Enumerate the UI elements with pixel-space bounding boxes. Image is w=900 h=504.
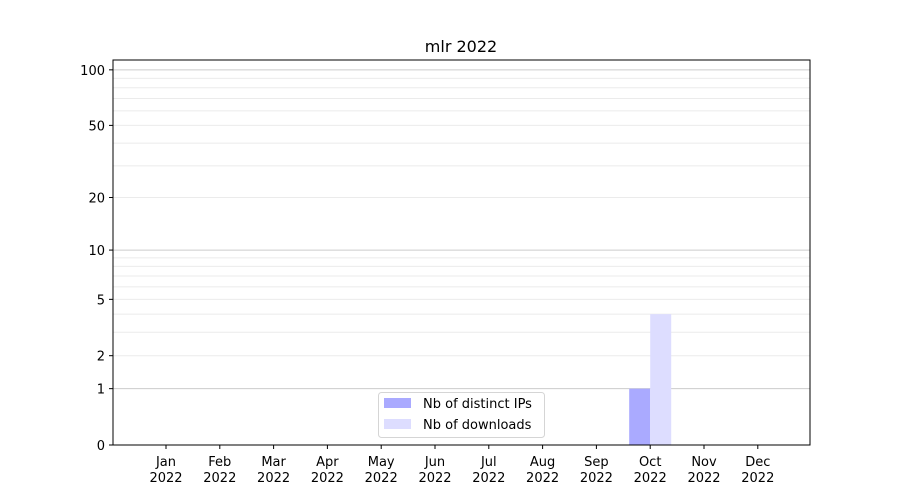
y-tick-label: 1 xyxy=(97,383,105,398)
x-tick-label: Apr 2022 xyxy=(311,455,344,486)
y-tick-label: 10 xyxy=(88,244,105,259)
legend-swatch xyxy=(384,419,411,429)
x-tick-label: Oct 2022 xyxy=(634,455,667,486)
x-tick-label: Jun 2022 xyxy=(418,455,451,486)
y-tick-label: 2 xyxy=(97,350,105,365)
bar-distinct-ips xyxy=(629,388,651,445)
y-tick-label: 50 xyxy=(88,119,105,134)
bar-downloads xyxy=(650,314,672,445)
x-tick-label: Nov 2022 xyxy=(687,455,720,486)
bars xyxy=(629,314,672,445)
x-tick-label: Feb 2022 xyxy=(203,455,236,486)
y-tick-label: 100 xyxy=(80,64,105,79)
x-tick-label: Jan 2022 xyxy=(149,455,182,486)
y-axis: 0 1 2 5 10 20 50 100 xyxy=(80,64,113,454)
chart-title: mlr 2022 xyxy=(425,37,497,56)
x-tick-label: Mar 2022 xyxy=(257,455,290,486)
grid xyxy=(113,69,810,390)
x-tick-label: May 2022 xyxy=(365,455,398,486)
legend-swatch xyxy=(384,398,411,408)
x-tick-label: Jul 2022 xyxy=(472,455,505,486)
x-tick-label: Sep 2022 xyxy=(580,455,613,486)
x-axis: Jan 2022 Feb 2022 Mar 2022 Apr 2022 May 2022 Jun 20… xyxy=(149,445,774,486)
legend-label: Nb of distinct IPs xyxy=(423,397,532,412)
y-tick-label: 20 xyxy=(88,192,105,207)
x-tick-label: Dec 2022 xyxy=(741,455,774,486)
x-tick-label: Aug 2022 xyxy=(526,455,559,486)
legend-label: Nb of downloads xyxy=(423,418,532,433)
y-tick-label: 0 xyxy=(97,439,105,454)
legend-box xyxy=(378,392,545,438)
legend: Nb of distinct IPs Nb of downloads xyxy=(378,392,545,438)
plot-frame xyxy=(112,59,811,446)
y-tick-label: 5 xyxy=(97,293,105,308)
